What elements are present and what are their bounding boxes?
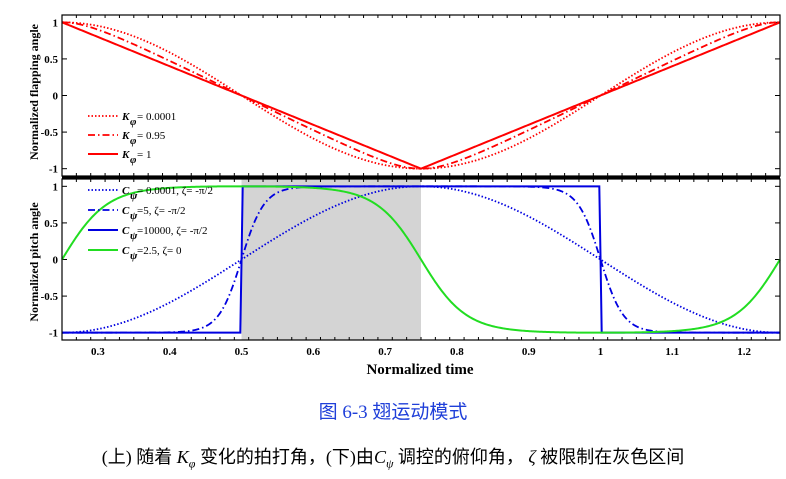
y-tick-label: 1 <box>53 17 59 29</box>
series-line-2 <box>61 21 781 170</box>
shaded-region <box>241 179 421 340</box>
x-tick-label: 0.5 <box>235 346 249 358</box>
legend-label: =10000, ζ= -π/2 <box>137 225 208 237</box>
caption-text-c: 调控的俯仰角， <box>393 447 524 467</box>
y-tick-label: 0 <box>53 255 59 267</box>
y-tick-label: 1 <box>53 181 59 193</box>
figure-caption-title: 图 6-3 翅运动模式 <box>0 397 786 424</box>
caption-c-sub: ψ <box>385 456 394 471</box>
legend-variable: K <box>121 149 130 161</box>
x-tick-label: 0.3 <box>91 346 105 358</box>
caption-text-d: 被限制在灰色区间 <box>535 447 685 467</box>
x-tick-label: 0.4 <box>163 346 177 358</box>
y-tick-label: 0.5 <box>44 218 58 230</box>
top-ylabel: Normalized flapping angle <box>27 23 41 160</box>
caption-c-var: C <box>373 447 386 467</box>
legend-subscript: ψ <box>130 250 138 262</box>
legend-label: = 1 <box>137 149 151 161</box>
x-tick-label: 1.2 <box>737 346 751 358</box>
x-tick-label: 1.1 <box>665 346 679 358</box>
x-tick-label: 0.6 <box>306 346 320 358</box>
x-tick-label: 0.8 <box>450 346 464 358</box>
y-tick-label: -1 <box>49 164 58 176</box>
legend-label: =2.5, ζ= 0 <box>137 245 182 257</box>
x-tick-label: 0.7 <box>378 346 392 358</box>
caption-figure-title: 翅运动模式 <box>372 402 468 423</box>
legend-label: = 0.95 <box>137 130 166 142</box>
caption-zeta: ζ <box>528 447 536 467</box>
legend-label: = 0.0001, ζ= -π/2 <box>137 185 213 197</box>
y-tick-label: 0 <box>53 91 59 103</box>
caption-figure-label: 图 <box>318 402 338 423</box>
legend-variable: K <box>121 111 130 123</box>
legend-subscript: ψ <box>130 190 138 202</box>
legend-variable: K <box>121 130 130 142</box>
legend-variable: C <box>122 205 130 217</box>
y-tick-label: -0.5 <box>41 127 59 139</box>
figure-caption-description: (上) 随着 Kφ 变化的拍打角，(下)由Cψ 调控的俯仰角， ζ 被限制在灰色… <box>0 443 786 472</box>
x-tick-label: 0.9 <box>522 346 536 358</box>
y-tick-label: 0.5 <box>44 54 58 66</box>
legend-variable: C <box>122 185 130 197</box>
caption-text-b: 变化的拍打角，(下)由 <box>195 447 374 467</box>
y-tick-label: -0.5 <box>41 291 59 303</box>
caption-k-var: K <box>176 447 189 467</box>
legend-label: =5, ζ= -π/2 <box>137 205 186 217</box>
series-line-1 <box>62 21 780 170</box>
series-line-4 <box>61 185 781 334</box>
caption-k-sub: φ <box>188 456 196 471</box>
x-tick-label: 1 <box>598 346 604 358</box>
series-line-3 <box>61 21 781 170</box>
legend-subscript: φ <box>130 135 137 147</box>
bottom-ylabel: Normalized pitch angle <box>27 202 41 322</box>
caption-text-a: (上) 随着 <box>101 447 173 467</box>
plot-frame <box>61 14 781 177</box>
legend-variable: C <box>122 245 130 257</box>
legend-subscript: φ <box>130 154 137 166</box>
y-tick-label: -1 <box>49 328 58 340</box>
x-axis-label: Normalized time <box>366 362 473 378</box>
legend-subscript: ψ <box>130 230 138 242</box>
legend-label: = 0.0001 <box>137 111 176 123</box>
legend-subscript: φ <box>130 116 137 128</box>
legend-subscript: ψ <box>130 210 138 222</box>
bottom-panel: 1 0.5 0 -0.5 -1 0.3 0.4 0.5 0.6 0.7 0.8 0.9 1 1.1 1.2 C… <box>41 178 781 358</box>
legend-variable: C <box>122 225 130 237</box>
caption-figure-number: 6-3 <box>342 402 368 423</box>
